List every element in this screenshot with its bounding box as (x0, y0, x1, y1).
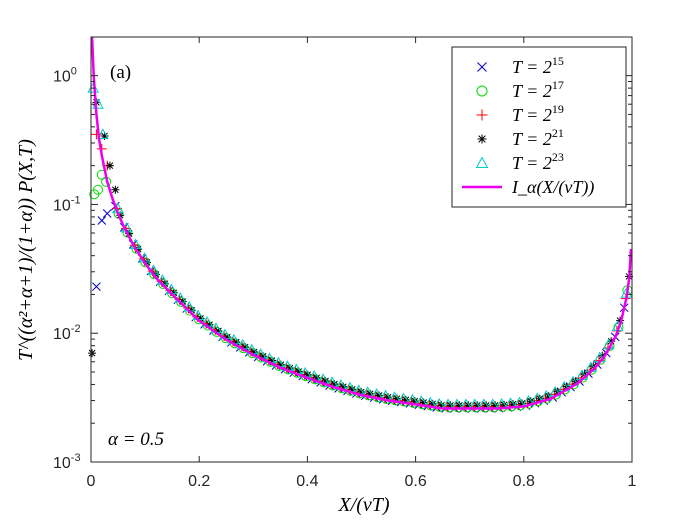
legend-label: T = 219 (512, 102, 564, 125)
y-tick-label: 10-1 (53, 194, 81, 214)
y-axis: 10-3 10-2 10-1 100 (53, 66, 632, 472)
legend-label: T = 215 (512, 54, 564, 77)
data-point (476, 109, 488, 121)
plot-frame (90, 36, 633, 463)
data-point (113, 208, 124, 219)
panel-label: (a) (110, 62, 131, 83)
theory-curve (90, 36, 633, 410)
x-tick-label: 0.2 (188, 473, 210, 490)
data-point (111, 185, 120, 194)
x-tick-label: 1 (628, 473, 637, 490)
legend-entry: T = 219 (476, 102, 564, 125)
y-tick-label: 10-2 (53, 323, 81, 343)
data-point (97, 128, 109, 139)
data-point (476, 85, 488, 97)
y-tick-label: 10-3 (53, 452, 81, 472)
x-tick-label: 0.8 (513, 473, 535, 490)
legend-entry-curve: I_α(X/(vT)) (462, 177, 594, 198)
legend-entry: T = 223 (475, 150, 564, 173)
data-point (92, 282, 101, 291)
legend-label: I_α(X/(vT)) (511, 177, 594, 198)
legend-entry: T = 221 (477, 126, 564, 149)
legend-label: T = 217 (512, 78, 564, 101)
x-tick-label: 0.4 (296, 473, 318, 490)
legend-entry: T = 215 (477, 54, 564, 77)
legend-label: T = 223 (512, 150, 564, 173)
data-point (105, 161, 114, 170)
y-axis-label: T^((α²+α+1)/(1+α)) P(X,T) (15, 139, 37, 361)
y-tick-label: 100 (53, 66, 77, 86)
x-tick-label: 0.6 (404, 473, 426, 490)
legend-label: T = 221 (512, 126, 564, 149)
data-point (477, 62, 487, 72)
data-point (102, 209, 112, 218)
x-tick-label: 0 (87, 473, 96, 490)
x-axis: 0 0.2 0.4 0.6 0.8 1 (87, 37, 637, 490)
alpha-annotation: α = 0.5 (108, 429, 164, 450)
data-point (477, 134, 487, 144)
x-axis-label: X/(vT) (337, 494, 389, 516)
legend-box (451, 46, 627, 208)
data-point (97, 216, 107, 225)
svg-text:T^((α²+α+1)/(1+α)) P(X,T): T^((α²+α+1)/(1+α)) P(X,T) (15, 139, 37, 361)
data-point (93, 184, 104, 195)
data-point (475, 156, 489, 168)
legend-entry: T = 217 (476, 78, 564, 101)
